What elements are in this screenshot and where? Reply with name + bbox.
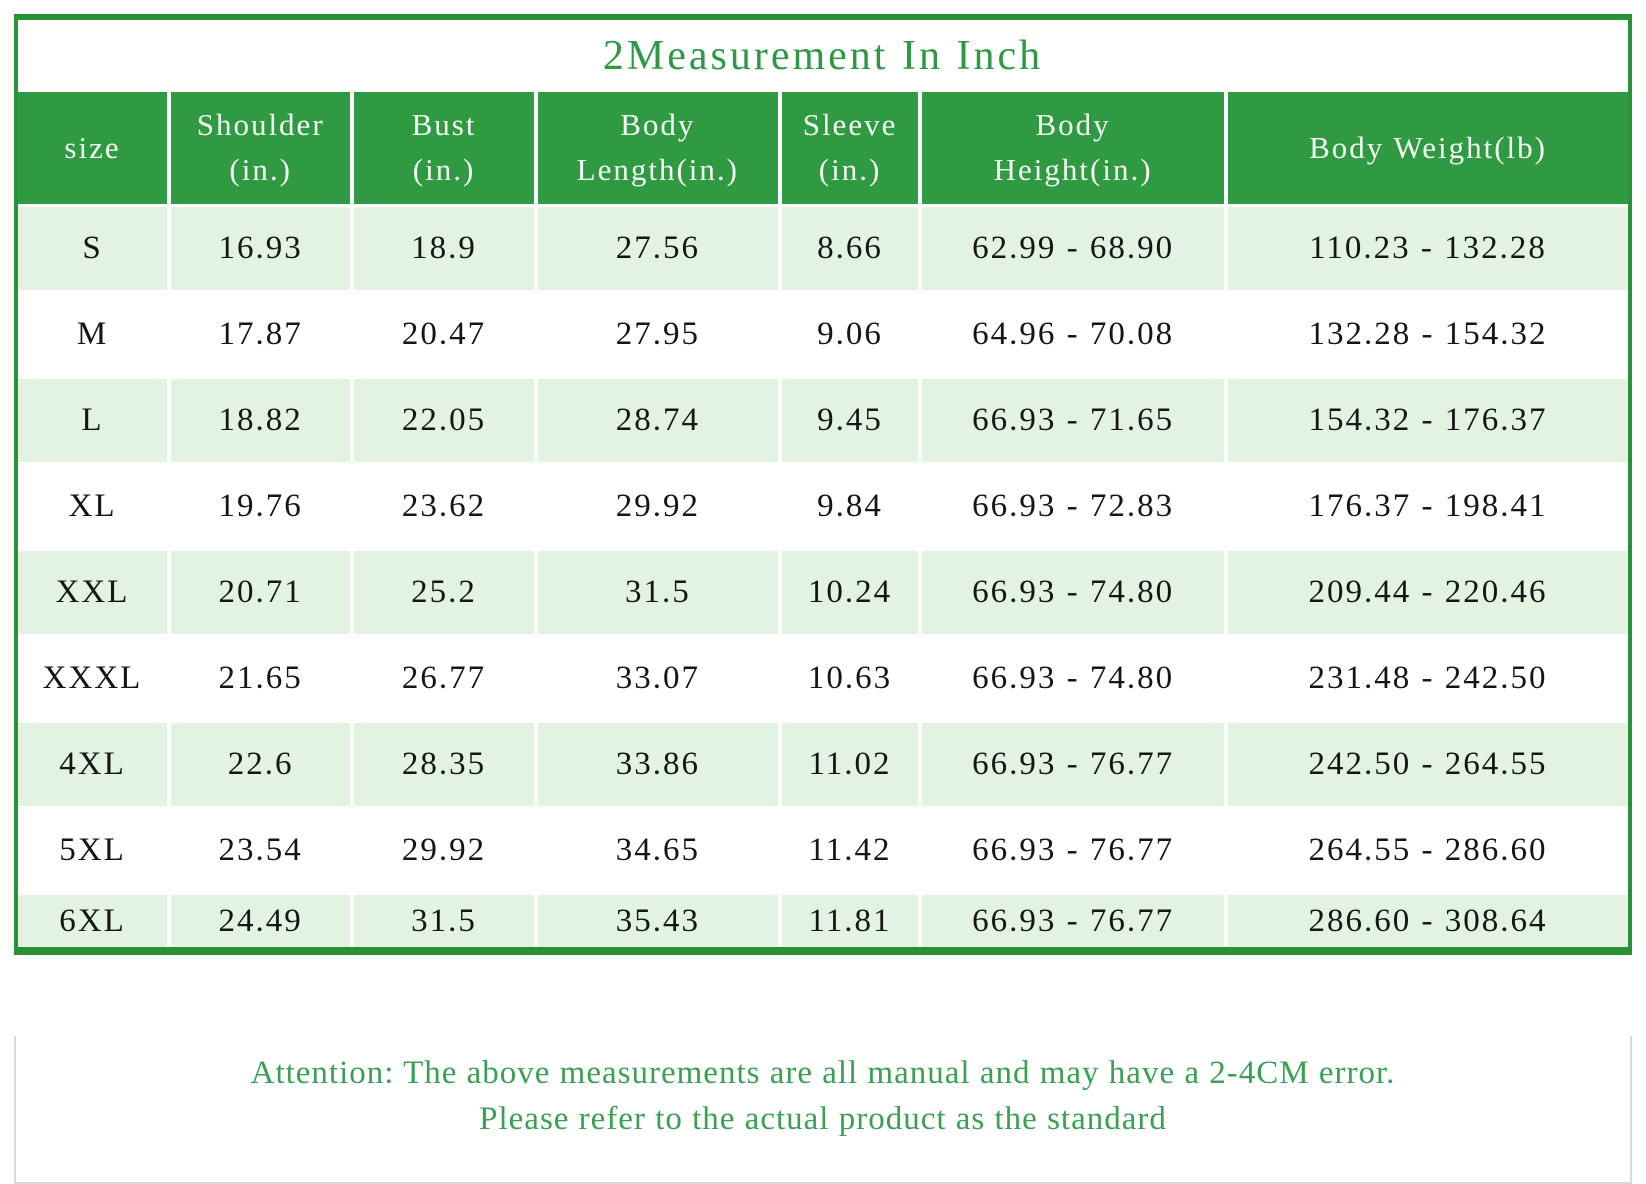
table-cell-bust: 22.05 <box>354 379 534 462</box>
table-cell-body_length: 28.74 <box>537 379 778 462</box>
row-size-label: 6XL <box>18 895 167 947</box>
attention-line-1: Attention: The above measurements are al… <box>250 1055 1396 1091</box>
table-cell-shoulder: 24.49 <box>170 895 351 947</box>
table-cell-shoulder: 22.6 <box>170 723 351 806</box>
column-header-sleeve: Sleeve (in.) <box>781 92 919 204</box>
table-cell-bust: 29.92 <box>354 809 534 892</box>
size-chart-panel: 2Measurement In Inch size Shoulder (in.) B… <box>14 14 1632 955</box>
table-cell-body_height: 64.96 - 70.08 <box>922 293 1225 376</box>
column-header-shoulder: Shoulder (in.) <box>170 92 351 204</box>
size-table: size Shoulder (in.) Bust (in.) Body Length(… <box>18 92 1628 947</box>
table-cell-body_length: 33.86 <box>537 723 778 806</box>
table-cell-body_weight: 176.37 - 198.41 <box>1228 465 1628 548</box>
table-cell-sleeve: 8.66 <box>781 207 919 290</box>
table-cell-bust: 28.35 <box>354 723 534 806</box>
table-cell-body_height: 66.93 - 76.77 <box>922 809 1225 892</box>
table-cell-shoulder: 23.54 <box>170 809 351 892</box>
attention-line-2: Please refer to the actual product as th… <box>479 1101 1167 1137</box>
table-cell-body_length: 34.65 <box>537 809 778 892</box>
table-cell-body_weight: 264.55 - 286.60 <box>1228 809 1628 892</box>
column-header-bust: Bust (in.) <box>354 92 534 204</box>
table-cell-bust: 31.5 <box>354 895 534 947</box>
table-cell-body_weight: 231.48 - 242.50 <box>1228 637 1628 720</box>
table-cell-body_height: 66.93 - 71.65 <box>922 379 1225 462</box>
row-size-label: 5XL <box>18 809 167 892</box>
table-cell-sleeve: 11.42 <box>781 809 919 892</box>
column-header-body-length: Body Length(in.) <box>537 92 778 204</box>
title-area: 2Measurement In Inch <box>18 20 1628 92</box>
table-cell-shoulder: 21.65 <box>170 637 351 720</box>
table-cell-body_length: 29.92 <box>537 465 778 548</box>
table-cell-body_height: 66.93 - 74.80 <box>922 551 1225 634</box>
table-cell-body_weight: 132.28 - 154.32 <box>1228 293 1628 376</box>
page-title: 2Measurement In Inch <box>602 33 1044 79</box>
table-cell-shoulder: 18.82 <box>170 379 351 462</box>
table-cell-shoulder: 20.71 <box>170 551 351 634</box>
table-cell-body_height: 66.93 - 74.80 <box>922 637 1225 720</box>
table-cell-shoulder: 17.87 <box>170 293 351 376</box>
table-cell-body_length: 35.43 <box>537 895 778 947</box>
table-cell-sleeve: 9.84 <box>781 465 919 548</box>
table-cell-sleeve: 10.63 <box>781 637 919 720</box>
table-cell-body_length: 33.07 <box>537 637 778 720</box>
row-size-label: M <box>18 293 167 376</box>
row-size-label: S <box>18 207 167 290</box>
attention-note: Attention: The above measurements are al… <box>14 1036 1632 1184</box>
row-size-label: XL <box>18 465 167 548</box>
table-cell-body_weight: 242.50 - 264.55 <box>1228 723 1628 806</box>
table-cell-sleeve: 9.45 <box>781 379 919 462</box>
table-cell-body_weight: 209.44 - 220.46 <box>1228 551 1628 634</box>
table-cell-sleeve: 10.24 <box>781 551 919 634</box>
table-cell-sleeve: 11.81 <box>781 895 919 947</box>
table-cell-body_height: 66.93 - 76.77 <box>922 895 1225 947</box>
table-cell-body_height: 66.93 - 76.77 <box>922 723 1225 806</box>
column-header-size: size <box>18 92 167 204</box>
table-cell-sleeve: 9.06 <box>781 293 919 376</box>
table-cell-body_weight: 286.60 - 308.64 <box>1228 895 1628 947</box>
table-cell-body_length: 27.56 <box>537 207 778 290</box>
table-cell-bust: 23.62 <box>354 465 534 548</box>
row-size-label: XXXL <box>18 637 167 720</box>
table-cell-body_weight: 110.23 - 132.28 <box>1228 207 1628 290</box>
row-size-label: 4XL <box>18 723 167 806</box>
table-cell-bust: 18.9 <box>354 207 534 290</box>
row-size-label: L <box>18 379 167 462</box>
table-cell-bust: 20.47 <box>354 293 534 376</box>
table-cell-bust: 26.77 <box>354 637 534 720</box>
table-cell-sleeve: 11.02 <box>781 723 919 806</box>
table-cell-shoulder: 19.76 <box>170 465 351 548</box>
column-header-body-weight: Body Weight(lb) <box>1228 92 1628 204</box>
table-cell-body_length: 27.95 <box>537 293 778 376</box>
table-cell-body_length: 31.5 <box>537 551 778 634</box>
table-cell-bust: 25.2 <box>354 551 534 634</box>
table-cell-body_height: 62.99 - 68.90 <box>922 207 1225 290</box>
row-size-label: XXL <box>18 551 167 634</box>
table-cell-shoulder: 16.93 <box>170 207 351 290</box>
table-cell-body_weight: 154.32 - 176.37 <box>1228 379 1628 462</box>
column-header-body-height: Body Height(in.) <box>922 92 1225 204</box>
table-cell-body_height: 66.93 - 72.83 <box>922 465 1225 548</box>
